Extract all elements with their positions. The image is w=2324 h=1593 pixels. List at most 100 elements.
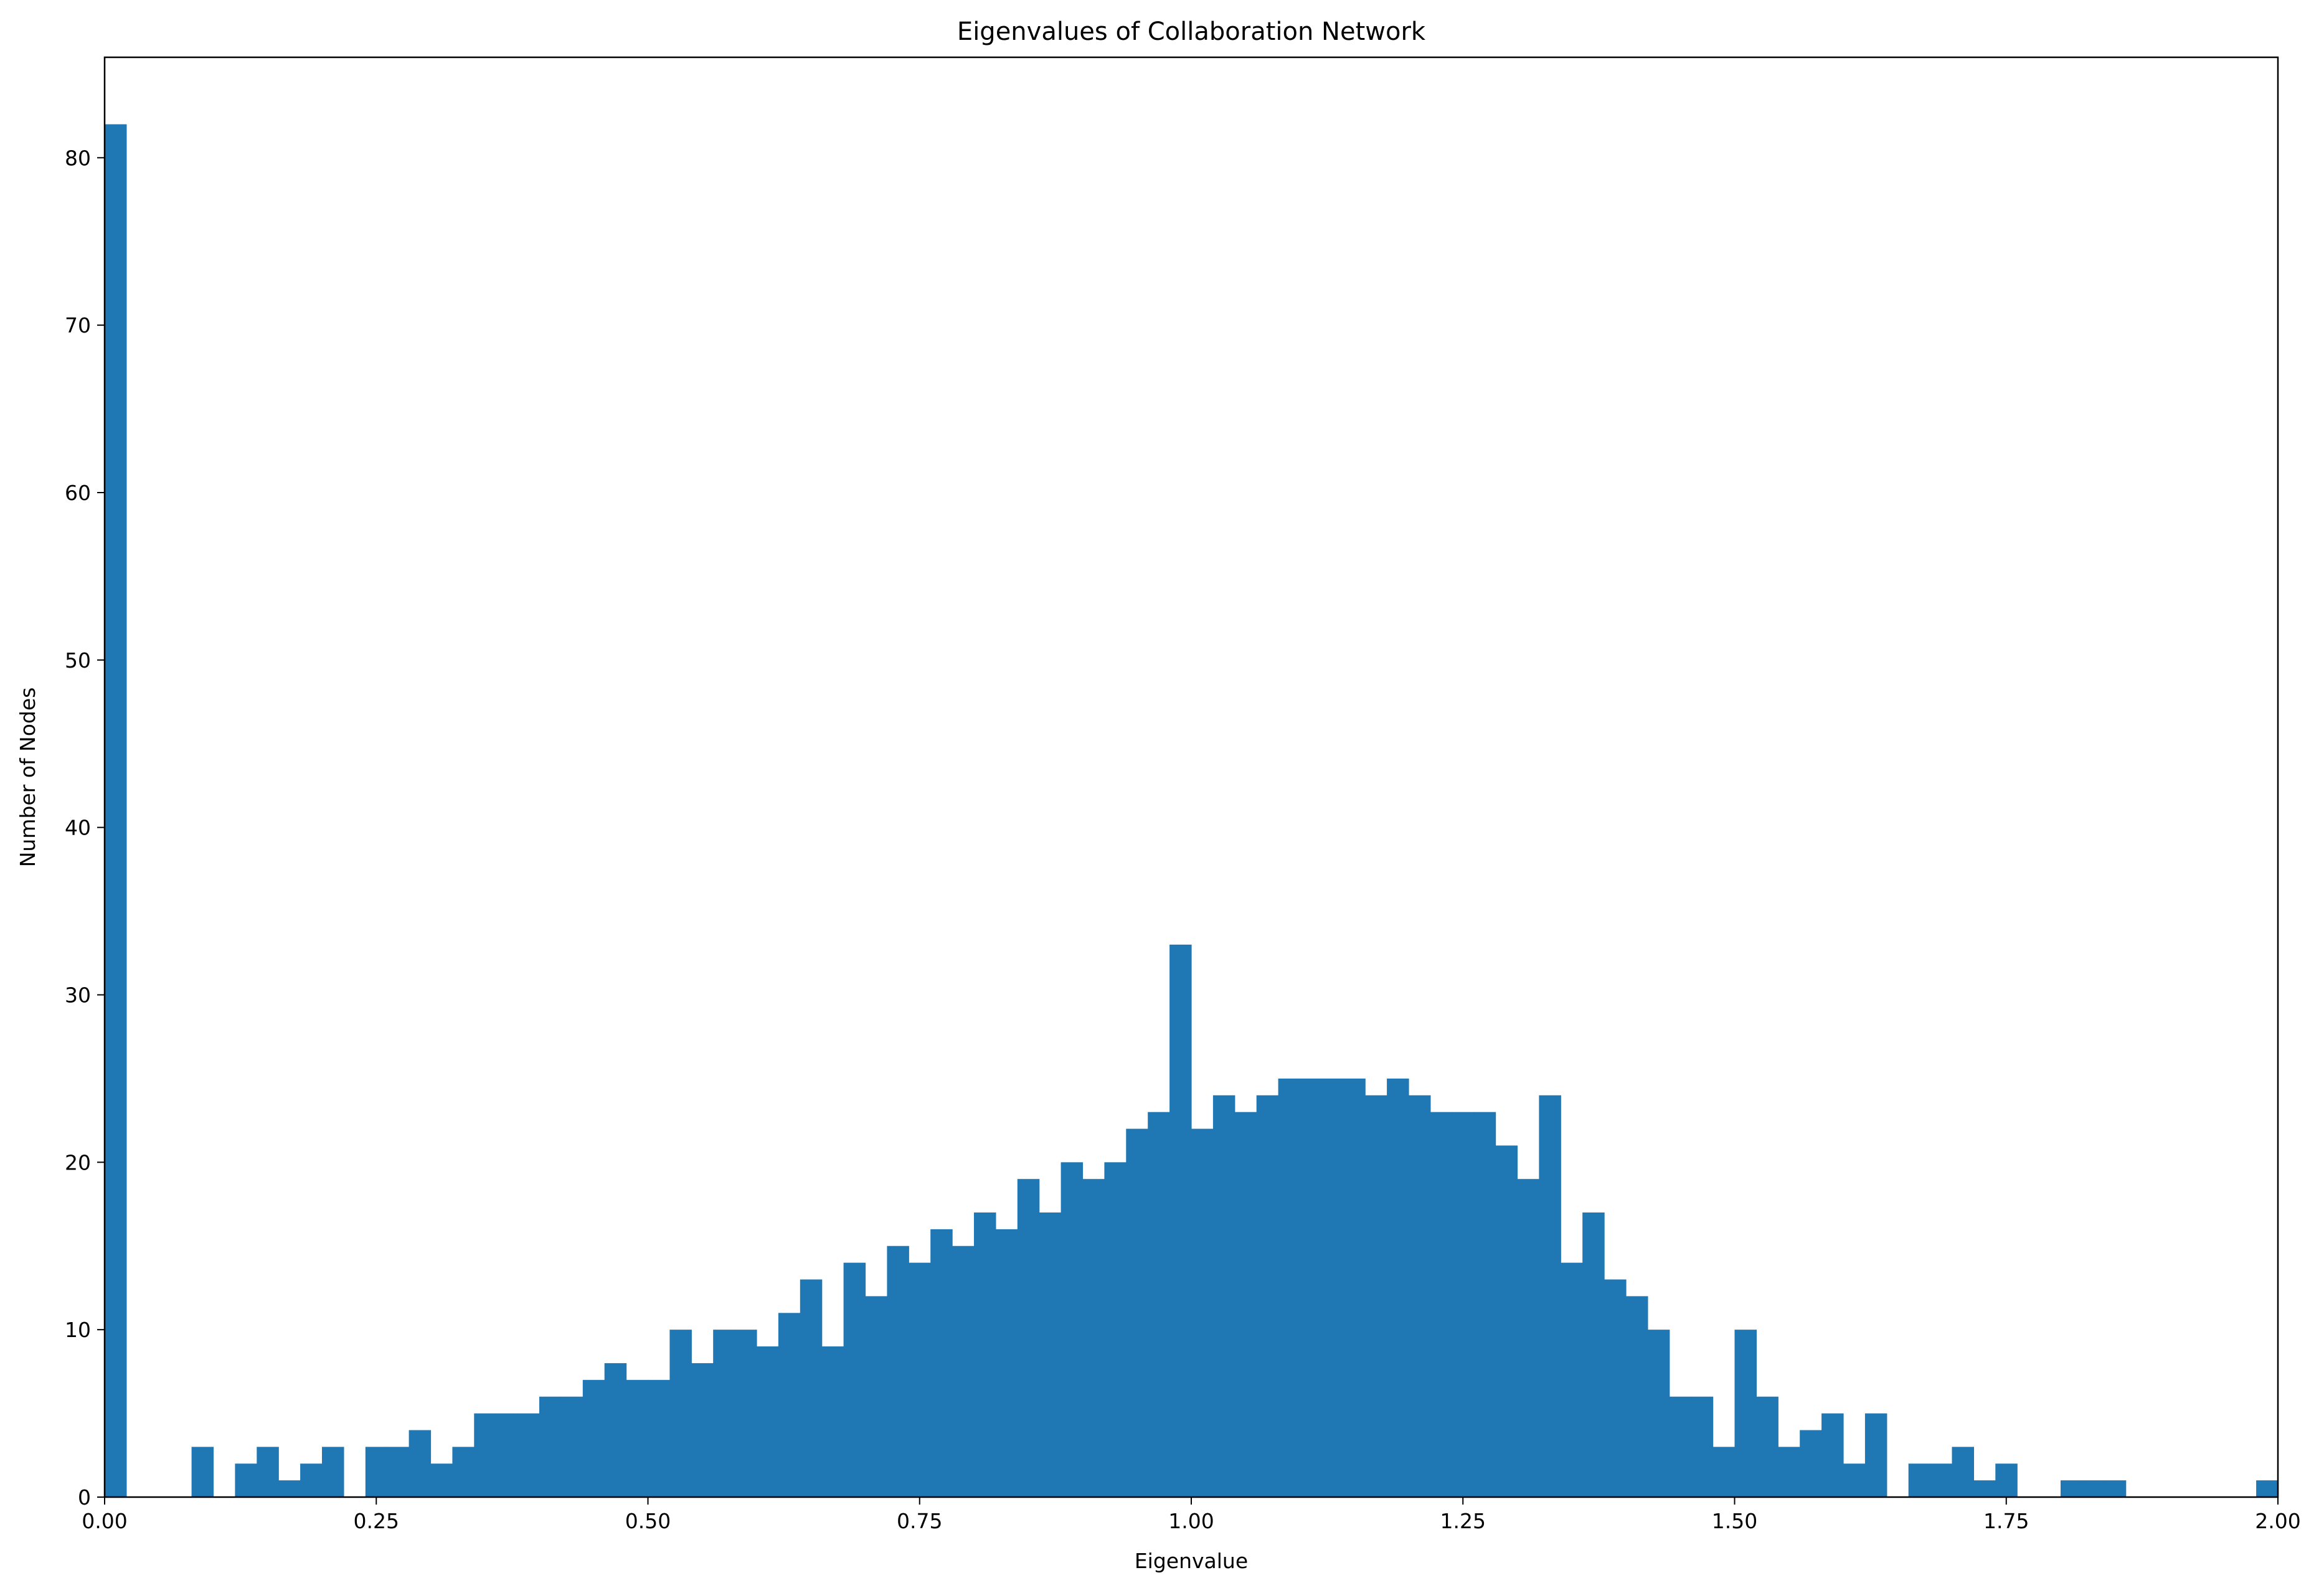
histogram-bar bbox=[1278, 1078, 1301, 1497]
x-tick-label: 1.00 bbox=[1168, 1509, 1214, 1533]
histogram-bar bbox=[1517, 1179, 1539, 1497]
y-axis-label: Number of Nodes bbox=[16, 688, 40, 867]
histogram-bar bbox=[757, 1346, 779, 1497]
histogram-bar bbox=[1321, 1078, 1344, 1497]
histogram-bar bbox=[1973, 1480, 1996, 1497]
histogram-bar bbox=[517, 1413, 540, 1497]
histogram-bar bbox=[1387, 1078, 1409, 1497]
histogram-bar bbox=[1604, 1279, 1627, 1497]
histogram-bar bbox=[235, 1463, 257, 1497]
histogram-bar bbox=[1082, 1179, 1105, 1497]
histogram-bar bbox=[1734, 1330, 1757, 1497]
histogram-bar bbox=[1821, 1413, 1844, 1497]
histogram-bar bbox=[582, 1379, 605, 1497]
x-tick-label: 0.75 bbox=[897, 1509, 942, 1533]
histogram-bar bbox=[191, 1447, 214, 1497]
histogram-bar bbox=[560, 1396, 583, 1497]
histogram-bar bbox=[1234, 1112, 1257, 1497]
histogram-bar bbox=[1060, 1162, 1084, 1497]
histogram-bar bbox=[1148, 1112, 1170, 1497]
y-axis-ticks: 0 10 20 30 40 50 60 70 80 bbox=[65, 146, 105, 1510]
chart-title: Eigenvalues of Collaboration Network bbox=[957, 17, 1426, 46]
histogram-bar bbox=[365, 1447, 388, 1497]
x-tick-label: 1.75 bbox=[1983, 1509, 2029, 1533]
histogram-bar bbox=[452, 1447, 475, 1497]
histogram-bar bbox=[1452, 1112, 1475, 1497]
histogram-bar bbox=[1691, 1396, 1714, 1497]
histogram-bar bbox=[1017, 1179, 1040, 1497]
histogram-bar bbox=[1582, 1212, 1605, 1497]
histogram-bar bbox=[909, 1262, 931, 1497]
histogram-bar bbox=[1409, 1095, 1431, 1497]
x-axis-ticks: 0.00 0.25 0.50 0.75 1.00 1.25 1.50 1.75 2.00 bbox=[82, 1497, 2301, 1533]
histogram-bar bbox=[713, 1330, 735, 1497]
x-tick-label: 1.50 bbox=[1712, 1509, 1757, 1533]
histogram-bar bbox=[865, 1296, 887, 1497]
histogram-bar bbox=[1300, 1078, 1322, 1497]
histogram-bar bbox=[1647, 1330, 1670, 1497]
histogram-bar bbox=[1864, 1413, 1887, 1497]
bars-group bbox=[105, 124, 2279, 1497]
y-tick-label: 30 bbox=[65, 983, 91, 1007]
histogram-bar bbox=[843, 1262, 866, 1497]
histogram-bar bbox=[952, 1246, 975, 1497]
histogram-bar bbox=[778, 1313, 801, 1497]
histogram-bar bbox=[1561, 1262, 1583, 1497]
histogram-bar bbox=[930, 1229, 953, 1497]
histogram-bar bbox=[648, 1379, 670, 1497]
histogram-bar bbox=[474, 1413, 496, 1497]
histogram-bar bbox=[278, 1480, 301, 1497]
y-tick-label: 80 bbox=[65, 146, 91, 170]
y-tick-label: 70 bbox=[65, 313, 91, 338]
histogram-bar bbox=[1039, 1212, 1062, 1497]
histogram-bar bbox=[735, 1330, 757, 1497]
histogram-bar bbox=[1495, 1145, 1518, 1497]
histogram-bar bbox=[2256, 1480, 2279, 1497]
histogram-bar bbox=[1626, 1296, 1648, 1497]
histogram-bar bbox=[2104, 1480, 2127, 1497]
y-tick-label: 60 bbox=[65, 481, 91, 505]
plot-frame bbox=[103, 56, 2279, 1498]
histogram-bar bbox=[691, 1363, 714, 1497]
histogram-bar bbox=[995, 1229, 1018, 1497]
histogram-bar bbox=[1365, 1095, 1387, 1497]
histogram-bar bbox=[1473, 1112, 1496, 1497]
histogram-bar bbox=[257, 1447, 279, 1497]
y-tick-label: 10 bbox=[65, 1318, 91, 1342]
histogram-bar bbox=[1930, 1463, 1953, 1497]
histogram-bar bbox=[496, 1413, 518, 1497]
histogram-bar bbox=[1800, 1430, 1822, 1497]
y-tick-label: 0 bbox=[78, 1485, 91, 1510]
histogram-bar bbox=[105, 124, 127, 1497]
histogram-bar bbox=[1778, 1447, 1800, 1497]
histogram-bar bbox=[800, 1279, 823, 1497]
histogram-bar bbox=[669, 1330, 692, 1497]
histogram-bar bbox=[300, 1463, 323, 1497]
y-tick-label: 20 bbox=[65, 1150, 91, 1175]
histogram-bar bbox=[1843, 1463, 1866, 1497]
histogram-bar bbox=[2082, 1480, 2105, 1497]
histogram-bar bbox=[1756, 1396, 1778, 1497]
histogram-bar bbox=[821, 1346, 844, 1497]
histogram-bar bbox=[430, 1463, 453, 1497]
histogram-bar bbox=[604, 1363, 627, 1497]
histogram-bar bbox=[1343, 1078, 1366, 1497]
y-tick-label: 50 bbox=[65, 648, 91, 673]
histogram-bar bbox=[887, 1246, 909, 1497]
histogram-bar bbox=[626, 1379, 649, 1497]
histogram-bar bbox=[1212, 1095, 1235, 1497]
x-tick-label: 1.25 bbox=[1440, 1509, 1486, 1533]
histogram-bar bbox=[1430, 1112, 1453, 1497]
histogram-bar bbox=[1995, 1463, 2018, 1497]
histogram-bar bbox=[539, 1396, 562, 1497]
histogram-bar bbox=[1256, 1095, 1279, 1497]
x-tick-label: 0.50 bbox=[625, 1509, 671, 1533]
histogram-bar bbox=[974, 1212, 996, 1497]
histogram-bar bbox=[1669, 1396, 1692, 1497]
x-tick-label: 2.00 bbox=[2255, 1509, 2300, 1533]
histogram-bar bbox=[1539, 1095, 1561, 1497]
histogram-bar bbox=[1169, 944, 1192, 1497]
x-tick-label: 0.00 bbox=[82, 1509, 127, 1533]
histogram-bar bbox=[1952, 1447, 1974, 1497]
